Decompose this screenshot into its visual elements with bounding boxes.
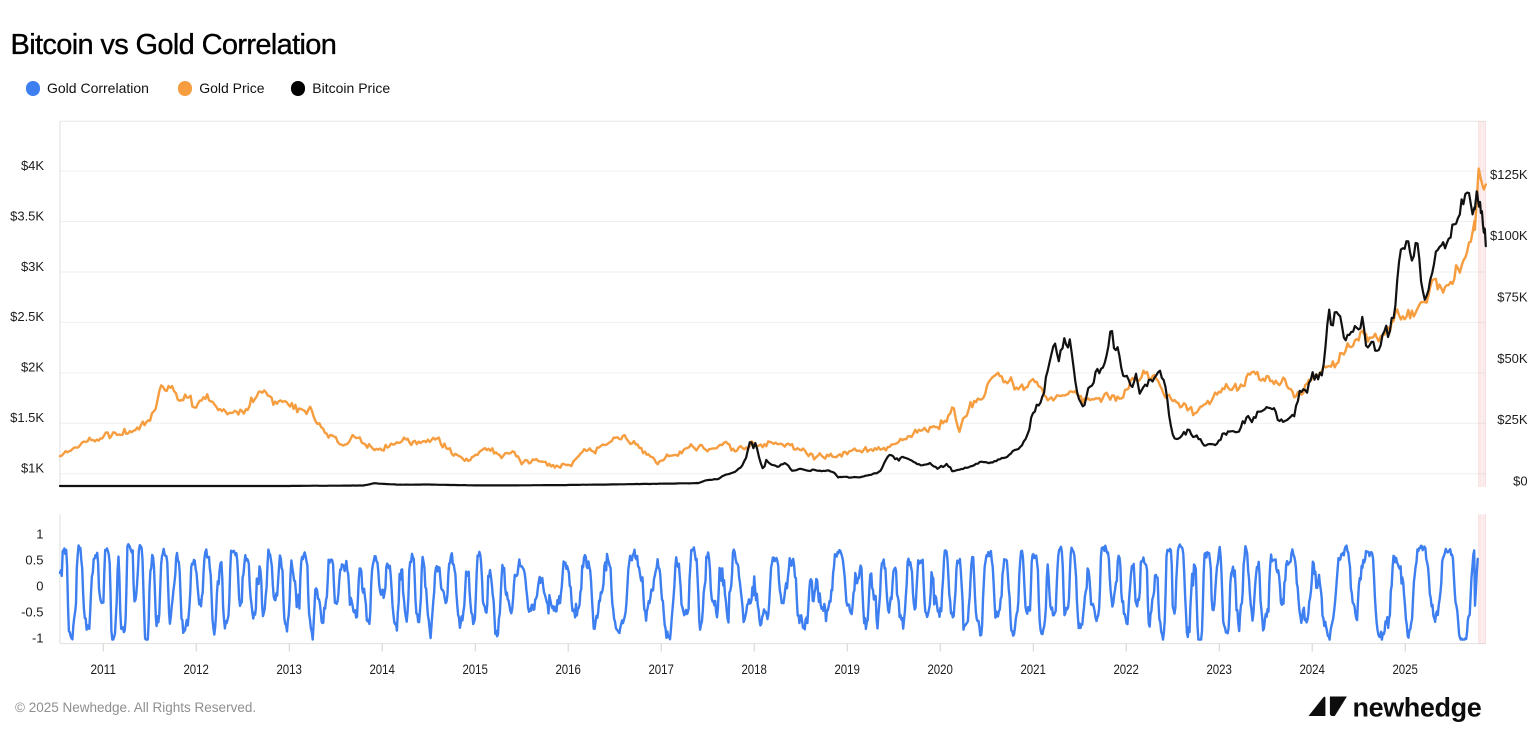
svg-text:2014: 2014 [369,661,395,677]
svg-text:2019: 2019 [834,661,860,677]
svg-text:2020: 2020 [927,661,953,677]
svg-text:$2.5K: $2.5K [10,309,44,324]
svg-text:$25K: $25K [1497,412,1528,427]
svg-text:2012: 2012 [183,661,209,677]
svg-text:0: 0 [36,578,43,593]
svg-text:2013: 2013 [276,661,302,677]
svg-text:2021: 2021 [1020,661,1046,677]
svg-text:1: 1 [36,526,43,541]
svg-text:-1: -1 [32,631,44,646]
svg-text:$4K: $4K [21,158,44,173]
svg-text:2022: 2022 [1113,661,1139,677]
svg-text:2016: 2016 [555,661,581,677]
svg-text:2018: 2018 [741,661,767,677]
svg-text:2011: 2011 [90,661,116,677]
svg-text:$125K: $125K [1490,167,1528,182]
svg-text:$1.5K: $1.5K [10,410,44,425]
svg-text:-0.5: -0.5 [21,604,43,619]
svg-text:$75K: $75K [1497,290,1528,305]
svg-text:$3K: $3K [21,259,44,274]
svg-text:$0: $0 [1513,474,1527,489]
svg-text:2023: 2023 [1206,661,1232,677]
svg-text:$100K: $100K [1490,228,1528,243]
svg-text:2024: 2024 [1299,661,1325,677]
svg-text:2025: 2025 [1392,661,1418,677]
svg-text:$3.5K: $3.5K [10,208,44,223]
svg-text:2017: 2017 [648,661,674,677]
svg-text:$2K: $2K [21,360,44,375]
svg-text:2015: 2015 [462,661,488,677]
svg-text:$50K: $50K [1497,351,1528,366]
svg-text:0.5: 0.5 [25,552,43,567]
svg-text:$1K: $1K [21,461,44,476]
svg-text:newhedge: newhedge [1353,692,1482,722]
